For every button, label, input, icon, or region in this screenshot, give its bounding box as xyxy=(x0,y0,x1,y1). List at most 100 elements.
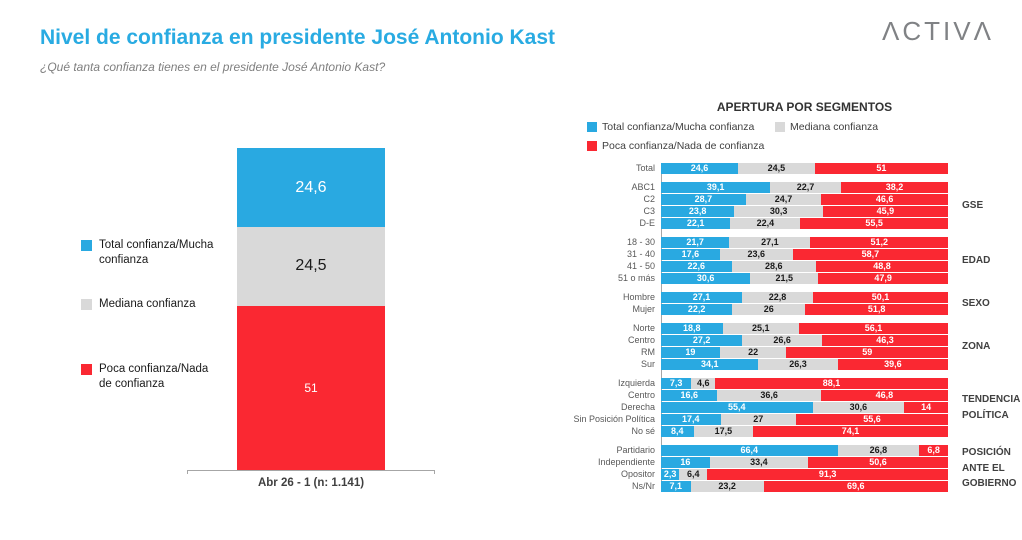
row-label: 18 - 30 xyxy=(626,237,655,247)
bar-value-label: 45,9 xyxy=(876,206,895,216)
group-label: SEXO xyxy=(962,297,990,309)
bar-segment-red: 51,8 xyxy=(805,304,948,315)
bar-value-label: 22,1 xyxy=(686,218,705,228)
legend-swatch-blue xyxy=(81,240,92,251)
column-value-label: 24,5 xyxy=(295,257,327,275)
bar-segment-blue: 55,4 xyxy=(661,402,813,413)
row-label: 31 - 40 xyxy=(626,249,655,259)
bar-value-label: 34,1 xyxy=(700,359,719,369)
page-title: Nivel de confianza en presidente José An… xyxy=(40,26,556,49)
bar-value-label: 26 xyxy=(763,304,774,314)
bar-segment-gray: 36,6 xyxy=(717,390,821,401)
bar-segment-blue: 21,7 xyxy=(661,237,730,248)
segments-title: APERTURA POR SEGMENTOS xyxy=(716,100,893,114)
bar-value-label: 69,6 xyxy=(847,481,865,491)
bar-value-label: 22,2 xyxy=(687,304,706,314)
segment-group-rows: ABC1 39,1 22,7 38,2 C2 28,7 24,7 46,6 C3 23,8 30,3… xyxy=(558,182,948,229)
row-label: C3 xyxy=(643,206,655,216)
bar-segment-blue: 7,3 xyxy=(661,378,692,389)
column-value-label: 24,6 xyxy=(295,178,327,196)
bar-segment-red: 46,3 xyxy=(822,335,948,346)
group-row: Independiente 16 33,4 50,6 xyxy=(558,457,948,468)
row-label: RM xyxy=(641,347,655,357)
activa-logo: ΛCTIVΛ xyxy=(882,16,994,46)
bar-segment-blue: 24,6 xyxy=(661,163,738,174)
bar-segment-gray: 25,1 xyxy=(722,323,799,334)
bar-segment-gray: 26,8 xyxy=(837,445,920,456)
bar-track: 27,1 22,8 50,1 xyxy=(661,292,948,303)
row-label: Centro xyxy=(627,390,655,400)
row-label: 41 - 50 xyxy=(626,261,655,271)
bar-segment-blue: 23,8 xyxy=(661,206,735,217)
legend-row: Poca confianza/Nada de confianza xyxy=(587,140,1022,152)
row-label: D-E xyxy=(639,218,656,228)
segment-group: Total 24,6 24,5 51 xyxy=(558,163,1022,174)
bar-value-label: 59 xyxy=(862,347,873,357)
bar-segment-gray: 26,3 xyxy=(758,359,838,370)
bar-value-label: 2,3 xyxy=(663,469,677,479)
bar-value-label: 38,2 xyxy=(885,182,904,192)
segment-group-rows: Partidario 66,4 26,8 6,8 Independiente 16 33,4… xyxy=(558,445,948,492)
bar-value-label: 17,5 xyxy=(714,426,733,436)
bar-segment-blue: 27,2 xyxy=(661,335,743,346)
bar-value-label: 16 xyxy=(680,457,691,467)
bar-value-label: 8,4 xyxy=(671,426,684,436)
bar-segment-gray: 23,2 xyxy=(690,481,764,492)
bar-track: 16,6 36,6 46,8 xyxy=(661,390,948,401)
column-segment-red: 51 xyxy=(237,305,385,470)
bar-segment-blue: 17,4 xyxy=(661,414,721,425)
bar-value-label: 39,6 xyxy=(884,359,902,369)
group-row: C2 28,7 24,7 46,6 xyxy=(558,194,948,205)
bar-segment-red: 6,8 xyxy=(919,445,948,456)
bar-segment-gray: 26 xyxy=(732,304,806,315)
bar-segment-gray: 23,6 xyxy=(719,249,793,260)
group-label: POSICIÓN ANTE EL GOBIERNO xyxy=(962,447,1017,490)
bar-segment-red: 50,6 xyxy=(808,457,948,468)
group-row: Hombre 27,1 22,8 50,1 xyxy=(558,292,948,303)
segment-group-rows: Izquierda 7,3 4,6 88,1 Centro 16,6 36,6 46,8 Der… xyxy=(558,378,949,437)
bar-track: 8,4 17,5 74,1 xyxy=(661,426,948,437)
bar-segment-red: 47,9 xyxy=(818,273,948,284)
bar-track: 39,1 22,7 38,2 xyxy=(661,182,948,193)
segment-group: ABC1 39,1 22,7 38,2 C2 28,7 24,7 46,6 C3 23,8 30,3… xyxy=(558,182,1022,229)
bar-segment-gray: 30,3 xyxy=(734,206,823,217)
bar-segment-gray: 21,5 xyxy=(750,273,819,284)
segment-group-rows: Total 24,6 24,5 51 xyxy=(558,163,948,174)
bar-value-label: 30,6 xyxy=(696,273,715,283)
bar-value-label: 17,6 xyxy=(681,249,700,259)
bar-value-label: 24,7 xyxy=(774,194,793,204)
bar-segment-blue: 22,1 xyxy=(661,218,731,229)
bar-value-label: 24,6 xyxy=(690,163,709,173)
bar-segment-gray: 24,7 xyxy=(745,194,822,205)
legend-item-label: Poca confianza/Nada de confianza xyxy=(602,140,765,152)
group-row: Derecha 55,4 30,6 14 xyxy=(558,402,949,413)
legend-item: Mediana confianza xyxy=(81,297,221,312)
group-label: ZONA xyxy=(962,340,991,352)
bar-segment-gray: 22,8 xyxy=(742,292,814,303)
bar-track: 16 33,4 50,6 xyxy=(661,457,948,468)
bar-segment-gray: 33,4 xyxy=(709,457,809,468)
segment-group: Izquierda 7,3 4,6 88,1 Centro 16,6 36,6 46,8 Der… xyxy=(558,378,1022,437)
row-label: Norte xyxy=(632,323,655,333)
bar-segment-blue: 16,6 xyxy=(661,390,718,401)
bar-track: 66,4 26,8 6,8 xyxy=(661,445,948,456)
bar-value-label: 30,3 xyxy=(769,206,788,216)
bar-value-label: 23,8 xyxy=(688,206,707,216)
row-label: Sin Posición Política xyxy=(573,414,655,424)
bar-track: 27,2 26,6 46,3 xyxy=(661,335,948,346)
legend-item: Poca confianza/Nada de confianza xyxy=(81,362,221,392)
bar-value-label: 27 xyxy=(753,414,764,424)
bar-value-label: 55,4 xyxy=(728,402,746,412)
bar-value-label: 26,6 xyxy=(773,335,791,345)
bar-segment-gray: 24,5 xyxy=(737,163,815,174)
legend-item-label: Mediana confianza xyxy=(99,298,196,310)
bar-value-label: 21,7 xyxy=(686,237,704,247)
legend-item-label: Poca confianza/Nada de confianza xyxy=(99,363,209,390)
bar-segment-red: 45,9 xyxy=(822,206,948,217)
legend-item-label: Mediana confianza xyxy=(790,121,879,133)
legend-swatch-gray xyxy=(81,299,92,310)
bar-value-label: 23,2 xyxy=(718,481,736,491)
bar-segment-blue: 27,1 xyxy=(661,292,743,303)
bar-value-label: 23,6 xyxy=(747,249,766,259)
